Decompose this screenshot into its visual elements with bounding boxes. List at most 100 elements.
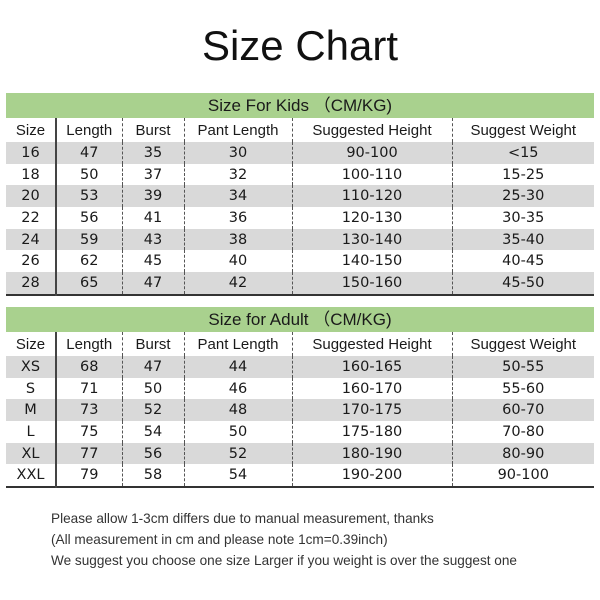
table-cell: 36 bbox=[183, 207, 292, 229]
table-cell: S bbox=[25, 380, 36, 397]
table-cell: 59 bbox=[55, 228, 122, 251]
table-row: 28 65 47 42 150-160 45-50 bbox=[6, 272, 594, 295]
table-row: 16 47 35 30 90-100 <15 bbox=[6, 142, 594, 164]
table-cell: 90-100 bbox=[291, 142, 452, 164]
table-cell: 100-110 bbox=[291, 163, 452, 186]
table-cell: M bbox=[6, 399, 56, 422]
table-cell: XS bbox=[6, 356, 56, 378]
table-cell: 54 bbox=[121, 421, 184, 443]
table-row: 20 53 39 34 110-120 25-30 bbox=[6, 185, 594, 208]
table-cell: 80-90 bbox=[451, 442, 594, 465]
table-cell: XXL bbox=[16, 467, 45, 484]
note-line: (All measurement in cm and please note 1… bbox=[51, 532, 388, 547]
table-cell: 26 bbox=[21, 253, 40, 270]
table-cell: <15 bbox=[451, 142, 594, 164]
column-header: Size bbox=[15, 335, 46, 353]
table-cell: 79 bbox=[55, 464, 122, 488]
table-cell: 140-150 bbox=[291, 250, 452, 273]
table-cell: 77 bbox=[55, 442, 122, 465]
table-row: XS 68 47 44 160-165 50-55 bbox=[6, 356, 594, 378]
table-cell: 37 bbox=[121, 163, 184, 186]
table-cell: 56 bbox=[55, 207, 122, 229]
table-cell: 160-170 bbox=[291, 377, 452, 400]
table-row: 24 59 43 38 130-140 35-40 bbox=[6, 228, 594, 251]
kids-header-row: Size Length Burst Pant Length Suggested Heig… bbox=[6, 118, 594, 142]
column-header: Suggested Height bbox=[291, 332, 452, 356]
table-cell: 45 bbox=[121, 250, 184, 273]
table-cell: 40 bbox=[183, 250, 292, 273]
note-line: Please allow 1-3cm differs due to manual… bbox=[51, 511, 434, 526]
table-cell: 24 bbox=[6, 228, 56, 251]
table-cell: 68 bbox=[55, 356, 122, 378]
table-cell: 39 bbox=[121, 185, 184, 208]
table-cell: 41 bbox=[121, 207, 184, 229]
table-cell: 70-80 bbox=[451, 421, 594, 443]
table-cell: 38 bbox=[183, 228, 292, 251]
table-cell: L bbox=[26, 423, 35, 440]
table-cell: 58 bbox=[121, 464, 184, 488]
table-row: XXL 79 58 54 190-200 90-100 bbox=[6, 464, 594, 488]
table-cell: 75 bbox=[55, 421, 122, 443]
column-header: Suggest Weight bbox=[451, 332, 594, 356]
table-cell: 50 bbox=[183, 421, 292, 443]
table-row: 26 62 45 40 140-150 40-45 bbox=[6, 250, 594, 273]
table-cell: 30-35 bbox=[451, 207, 594, 229]
column-header: Size bbox=[15, 121, 46, 139]
table-cell: 52 bbox=[121, 399, 184, 422]
column-header: Burst bbox=[121, 332, 184, 356]
table-cell: 46 bbox=[183, 377, 292, 400]
table-row: L 75 54 50 175-180 70-80 bbox=[6, 421, 594, 443]
page-title: Size Chart bbox=[201, 22, 399, 69]
table-cell: 45-50 bbox=[451, 272, 594, 295]
table-cell: 18 bbox=[21, 166, 40, 183]
table-cell: 43 bbox=[121, 228, 184, 251]
table-cell: 160-165 bbox=[291, 356, 452, 378]
table-cell: 15-25 bbox=[451, 163, 594, 186]
column-header: Length bbox=[55, 118, 122, 142]
table-cell: 22 bbox=[21, 209, 40, 226]
table-cell: 65 bbox=[55, 272, 122, 295]
note-line: We suggest you choose one size Larger if… bbox=[51, 553, 517, 568]
table-cell: 170-175 bbox=[291, 399, 452, 422]
table-cell: 110-120 bbox=[291, 185, 452, 208]
kids-size-table: Size For Kids （CM/KG) Size Length Burst Pan… bbox=[6, 93, 594, 296]
table-cell: 52 bbox=[183, 442, 292, 465]
table-row: 22 56 41 36 120-130 30-35 bbox=[6, 207, 594, 229]
table-cell: 44 bbox=[183, 356, 292, 378]
table-cell: 73 bbox=[55, 399, 122, 422]
table-row: 18 50 37 32 100-110 15-25 bbox=[6, 163, 594, 186]
column-header: Suggested Height bbox=[291, 118, 452, 142]
table-row: XL 77 56 52 180-190 80-90 bbox=[6, 442, 594, 465]
table-row: M 73 52 48 170-175 60-70 bbox=[6, 399, 594, 422]
table-cell: 71 bbox=[55, 377, 122, 400]
table-cell: 30 bbox=[183, 142, 292, 164]
adult-size-table: Size for Adult （CM/KG) Size Length Burst Pa… bbox=[6, 307, 594, 488]
kids-table-heading: Size For Kids （CM/KG) bbox=[6, 93, 594, 118]
table-cell: 20 bbox=[6, 185, 56, 208]
table-cell: 32 bbox=[183, 163, 292, 186]
table-cell: 47 bbox=[121, 272, 184, 295]
table-cell: 56 bbox=[121, 442, 184, 465]
column-header: Burst bbox=[121, 118, 184, 142]
table-cell: 130-140 bbox=[291, 228, 452, 251]
column-header: Pant Length bbox=[183, 332, 292, 356]
table-cell: 25-30 bbox=[451, 185, 594, 208]
column-header: Length bbox=[55, 332, 122, 356]
adult-table-heading: Size for Adult （CM/KG) bbox=[6, 307, 594, 332]
table-cell: 150-160 bbox=[291, 272, 452, 295]
table-cell: 35 bbox=[121, 142, 184, 164]
table-cell: 34 bbox=[183, 185, 292, 208]
table-cell: 55-60 bbox=[451, 377, 594, 400]
table-cell: 54 bbox=[183, 464, 292, 488]
table-cell: 190-200 bbox=[291, 464, 452, 488]
table-cell: 50 bbox=[55, 163, 122, 186]
table-cell: 47 bbox=[121, 356, 184, 378]
table-cell: 53 bbox=[55, 185, 122, 208]
table-cell: 48 bbox=[183, 399, 292, 422]
table-cell: 62 bbox=[55, 250, 122, 273]
table-cell: 40-45 bbox=[451, 250, 594, 273]
table-row: S 71 50 46 160-170 55-60 bbox=[6, 377, 594, 400]
table-cell: 35-40 bbox=[451, 228, 594, 251]
table-cell: 16 bbox=[6, 142, 56, 164]
table-cell: 28 bbox=[6, 272, 56, 295]
